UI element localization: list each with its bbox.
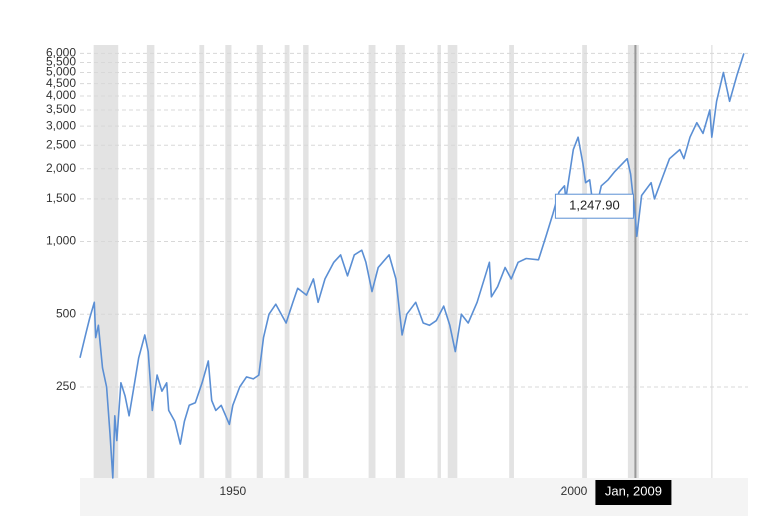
recession-band <box>368 45 376 478</box>
y-tick-label: 6,000 <box>46 46 76 60</box>
recession-band <box>225 45 232 478</box>
y-tick-label: 250 <box>56 379 76 393</box>
recession-band <box>627 45 639 478</box>
tooltip: 1,247.90 <box>554 193 634 219</box>
recession-band <box>395 45 405 478</box>
y-tick-label: 2,500 <box>46 137 76 151</box>
y-tick-label: 500 <box>56 306 76 320</box>
recession-band <box>711 45 713 478</box>
x-tick-label: 1950 <box>219 484 246 498</box>
y-tick-label: 3,500 <box>46 102 76 116</box>
price-line <box>79 53 745 479</box>
y-tick-label: 5,000 <box>46 65 76 79</box>
recession-band <box>146 45 155 478</box>
y-tick-label: 4,500 <box>46 76 76 90</box>
y-tick-label: 2,000 <box>46 161 76 175</box>
x-tick-label: 2000 <box>561 484 588 498</box>
recession-band <box>303 45 309 478</box>
tooltip-box <box>554 193 634 219</box>
recession-band <box>93 45 119 478</box>
recession-band <box>582 45 587 478</box>
y-tick-label: 1,000 <box>46 234 76 248</box>
y-tick-label: 4,000 <box>46 88 76 102</box>
recession-band <box>509 45 514 478</box>
recession-band <box>256 45 263 478</box>
tooltip-value: 1,247.90 <box>569 198 620 213</box>
x-label-box <box>595 480 672 505</box>
recession-band <box>199 45 205 478</box>
y-tick-label: 5,500 <box>46 55 76 69</box>
recession-band <box>284 45 290 478</box>
y-tick-label: 1,500 <box>46 191 76 205</box>
y-tick-label: 3,000 <box>46 118 76 132</box>
recession-band <box>447 45 458 478</box>
recession-band <box>437 45 441 478</box>
x-crosshair-label: Jan, 2009 <box>605 483 662 498</box>
